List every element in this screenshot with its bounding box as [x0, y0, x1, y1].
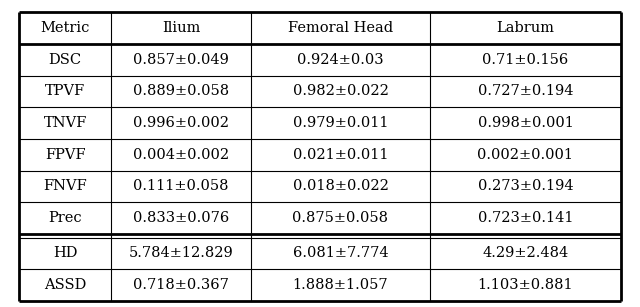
Text: FNVF: FNVF: [44, 179, 87, 193]
Text: Labrum: Labrum: [497, 21, 554, 35]
Text: 0.833±0.076: 0.833±0.076: [133, 211, 229, 225]
Text: 0.111±0.058: 0.111±0.058: [133, 179, 228, 193]
Text: 0.002±0.001: 0.002±0.001: [477, 148, 573, 162]
Text: 0.71±0.156: 0.71±0.156: [483, 53, 568, 67]
Text: Ilium: Ilium: [162, 21, 200, 35]
Text: 6.081±7.774: 6.081±7.774: [292, 247, 388, 260]
Text: Metric: Metric: [40, 21, 90, 35]
Text: HD: HD: [53, 247, 77, 260]
Text: 0.982±0.022: 0.982±0.022: [292, 84, 388, 99]
Text: 0.979±0.011: 0.979±0.011: [292, 116, 388, 130]
Text: 0.875±0.058: 0.875±0.058: [292, 211, 388, 225]
Text: 0.018±0.022: 0.018±0.022: [292, 179, 388, 193]
Text: 1.888±1.057: 1.888±1.057: [292, 278, 388, 292]
Text: 0.273±0.194: 0.273±0.194: [477, 179, 573, 193]
Text: 0.889±0.058: 0.889±0.058: [133, 84, 229, 99]
Text: TPVF: TPVF: [45, 84, 85, 99]
Text: 0.996±0.002: 0.996±0.002: [133, 116, 229, 130]
Text: 0.004±0.002: 0.004±0.002: [133, 148, 229, 162]
Text: Femoral Head: Femoral Head: [288, 21, 393, 35]
Text: 1.103±0.881: 1.103±0.881: [477, 278, 573, 292]
Text: TNVF: TNVF: [44, 116, 87, 130]
Text: Prec: Prec: [49, 211, 82, 225]
Text: DSC: DSC: [49, 53, 82, 67]
Text: 0.723±0.141: 0.723±0.141: [477, 211, 573, 225]
Text: 0.857±0.049: 0.857±0.049: [133, 53, 229, 67]
Text: 0.727±0.194: 0.727±0.194: [477, 84, 573, 99]
Text: 5.784±12.829: 5.784±12.829: [129, 247, 234, 260]
Text: FPVF: FPVF: [45, 148, 86, 162]
Text: ASSD: ASSD: [44, 278, 86, 292]
Text: 4.29±2.484: 4.29±2.484: [483, 247, 568, 260]
Text: 0.924±0.03: 0.924±0.03: [297, 53, 384, 67]
Text: 0.718±0.367: 0.718±0.367: [133, 278, 229, 292]
Text: 0.998±0.001: 0.998±0.001: [477, 116, 573, 130]
Text: 0.021±0.011: 0.021±0.011: [292, 148, 388, 162]
